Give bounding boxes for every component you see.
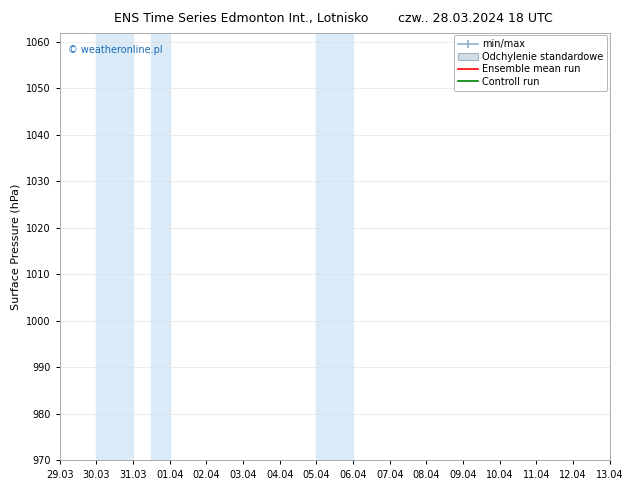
Y-axis label: Surface Pressure (hPa): Surface Pressure (hPa) xyxy=(11,183,20,310)
Legend: min/max, Odchylenie standardowe, Ensemble mean run, Controll run: min/max, Odchylenie standardowe, Ensembl… xyxy=(455,35,607,91)
Bar xyxy=(152,32,170,461)
Bar xyxy=(96,32,133,461)
Text: ENS Time Series Edmonton Int., Lotnisko: ENS Time Series Edmonton Int., Lotnisko xyxy=(113,12,368,25)
Bar xyxy=(316,32,353,461)
Text: czw.. 28.03.2024 18 UTC: czw.. 28.03.2024 18 UTC xyxy=(398,12,553,25)
Bar xyxy=(610,32,628,461)
Text: © weatheronline.pl: © weatheronline.pl xyxy=(68,46,162,55)
